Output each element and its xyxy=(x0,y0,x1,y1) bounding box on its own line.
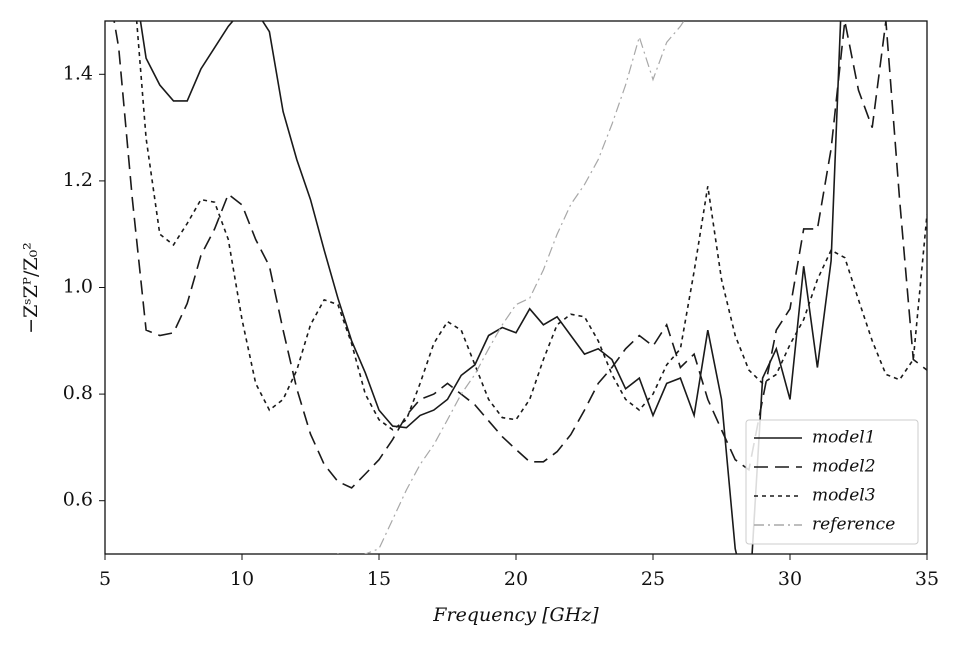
series-line xyxy=(135,21,927,431)
y-axis-label: −ZˢZᴾ/Z₀² xyxy=(20,242,42,334)
x-tick-label: 20 xyxy=(504,568,528,590)
legend-label: reference xyxy=(812,515,895,535)
series-line xyxy=(113,21,927,489)
y-tick-label: 0.6 xyxy=(63,489,93,511)
plot-lines xyxy=(113,21,927,554)
x-tick-label: 30 xyxy=(778,568,802,590)
legend-label: model3 xyxy=(812,486,876,506)
y-tick-label: 1.4 xyxy=(63,62,93,84)
legend-box xyxy=(745,419,919,545)
x-tick-label: 35 xyxy=(915,568,939,590)
y-tick-label: 1.0 xyxy=(63,276,93,298)
x-axis-label: Frequency [GHz] xyxy=(432,604,599,626)
x-tick-label: 25 xyxy=(641,568,665,590)
legend-label: model1 xyxy=(812,428,876,448)
y-tick-label: 1.2 xyxy=(63,169,93,191)
x-tick-label: 5 xyxy=(99,568,111,590)
series-line xyxy=(139,21,842,554)
y-tick-label: 0.8 xyxy=(63,382,93,404)
x-tick-label: 10 xyxy=(230,568,254,590)
legend-label: model2 xyxy=(812,457,876,477)
x-tick-label: 15 xyxy=(367,568,391,590)
legend: model1 model2 model3 reference xyxy=(745,419,919,545)
